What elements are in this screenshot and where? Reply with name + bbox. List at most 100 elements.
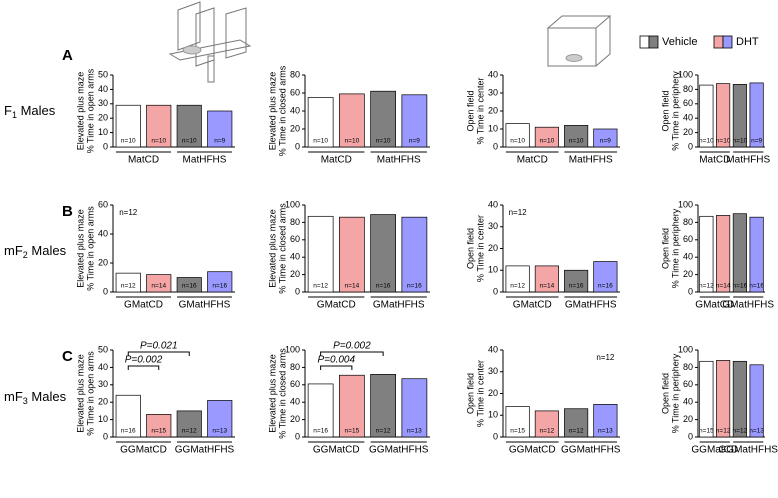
- y-tick-label: 40: [488, 69, 498, 79]
- y-tick-label: 40: [98, 228, 108, 238]
- bar: [716, 83, 731, 148]
- n-label: n=10: [313, 138, 328, 145]
- y-tick-label: 0: [688, 141, 693, 151]
- group-label: GMatCD: [695, 300, 734, 311]
- group-label: GMatCD: [317, 300, 356, 311]
- group-label: GGMatHFHS: [369, 445, 429, 456]
- n-label: n=12: [699, 283, 714, 290]
- y-axis-title: Elevated plus maze: [267, 354, 277, 433]
- n-label: n=13: [212, 428, 227, 435]
- bar: [732, 360, 747, 438]
- bar: [593, 261, 618, 293]
- legend-swatch: [722, 35, 733, 49]
- n-label: n=14: [716, 283, 731, 290]
- outlier-note: n=12: [509, 208, 528, 217]
- y-tick-label: 20: [683, 127, 693, 137]
- n-label: n=12: [540, 428, 555, 435]
- group-label: GMatHFHS: [179, 300, 231, 311]
- n-label: n=10: [733, 138, 748, 145]
- bar: [339, 93, 365, 148]
- y-tick-label: 20: [98, 257, 108, 267]
- open-field-schematic: [546, 15, 612, 67]
- bar: [732, 213, 747, 293]
- y-axis-label: % Time in open arms: [85, 68, 95, 153]
- bar: [307, 215, 334, 293]
- y-tick-label: 20: [290, 414, 300, 424]
- group-label: GGMatCD: [313, 445, 360, 456]
- group-label: GMatCD: [513, 300, 552, 311]
- bar: [749, 216, 764, 293]
- bar: [307, 383, 334, 438]
- bar: [401, 94, 428, 148]
- group-label: GGMatHFHS: [561, 445, 621, 456]
- panel-letter: C: [62, 348, 73, 365]
- legend-swatch: [639, 35, 650, 49]
- group-label: MatHFHS: [183, 155, 227, 166]
- y-axis-title: Open field: [660, 90, 670, 131]
- y-axis-label: % Time in closed arms: [277, 65, 287, 156]
- n-label: n=10: [510, 138, 525, 145]
- n-label: n=9: [600, 138, 611, 145]
- bar: [534, 265, 559, 293]
- n-label: n=10: [151, 138, 166, 145]
- y-tick-label: 0: [103, 431, 108, 441]
- y-tick-label: 30: [488, 366, 498, 376]
- y-tick-label: 40: [488, 344, 498, 354]
- y-tick-label: 80: [683, 84, 693, 94]
- bar: [115, 272, 141, 293]
- legend-label: DHT: [736, 36, 759, 48]
- outlier-note: n=12: [119, 208, 138, 217]
- n-label: n=12: [182, 428, 197, 435]
- n-label: n=10: [121, 138, 136, 145]
- n-label: n=16: [212, 283, 227, 290]
- y-tick-label: 80: [683, 217, 693, 227]
- bar: [146, 274, 172, 293]
- group-label: GGMatCD: [509, 445, 556, 456]
- p-value: P=0.004: [317, 355, 355, 366]
- n-label: n=10: [182, 138, 197, 145]
- y-tick-label: 80: [290, 69, 300, 79]
- significance-bracket: [127, 365, 160, 370]
- bar: [699, 84, 714, 148]
- y-tick-label: 10: [98, 414, 108, 424]
- y-tick-label: 100: [678, 69, 693, 79]
- y-axis-label: % Time in center: [475, 77, 485, 144]
- y-axis-label: % Time in periphery: [670, 71, 680, 151]
- bar: [564, 408, 589, 438]
- y-axis-title: Open field: [465, 228, 475, 269]
- row-label: F1 Males: [4, 103, 56, 120]
- y-tick-label: 40: [683, 252, 693, 262]
- row-label-sub: 3: [23, 396, 28, 406]
- y-tick-label: 50: [98, 344, 108, 354]
- n-label: n=16: [569, 283, 584, 290]
- y-tick-label: 0: [688, 286, 693, 296]
- bar: [564, 125, 589, 148]
- n-label: n=10: [376, 138, 391, 145]
- y-tick-label: 20: [290, 123, 300, 133]
- y-axis-title: Open field: [660, 228, 670, 269]
- bar: [699, 215, 714, 293]
- group-label: GGMatHFHS: [175, 445, 235, 456]
- y-tick-label: 40: [290, 105, 300, 115]
- bar: [370, 374, 396, 438]
- bar: [593, 404, 618, 438]
- n-label: n=16: [121, 428, 136, 435]
- group-label: GGMatCD: [691, 445, 738, 456]
- n-label: n=15: [151, 428, 166, 435]
- y-tick-label: 20: [98, 397, 108, 407]
- bar: [699, 360, 714, 438]
- bar: [749, 364, 764, 438]
- bar: [176, 410, 202, 438]
- y-axis-title: Elevated plus maze: [75, 354, 85, 433]
- y-tick-label: 20: [683, 269, 693, 279]
- bar: [146, 104, 172, 148]
- panel-letter: B: [62, 203, 73, 220]
- y-axis-title: Elevated plus maze: [267, 72, 277, 151]
- bar: [716, 215, 731, 293]
- n-label: n=9: [409, 138, 420, 145]
- y-tick-label: 80: [290, 362, 300, 372]
- y-tick-label: 10: [488, 265, 498, 275]
- y-tick-label: 10: [488, 123, 498, 133]
- y-tick-label: 80: [683, 362, 693, 372]
- n-label: n=14: [151, 283, 166, 290]
